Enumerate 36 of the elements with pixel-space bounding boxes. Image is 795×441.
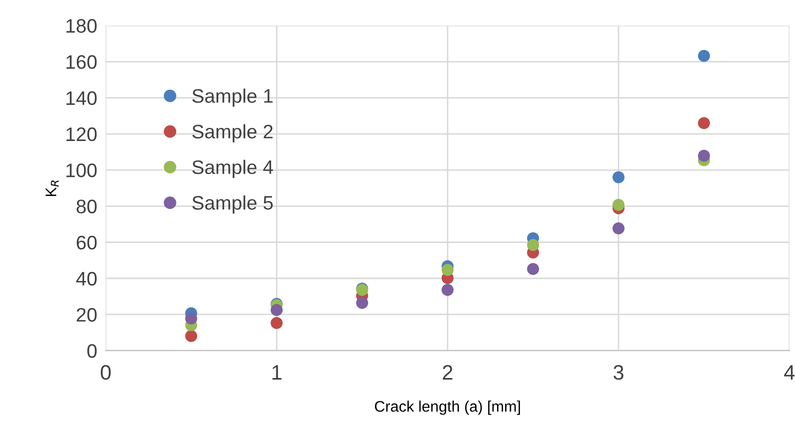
x-tick-label: 3: [614, 365, 624, 380]
point: [185, 330, 198, 342]
point: [185, 312, 198, 324]
point: [698, 50, 710, 62]
point: [698, 117, 710, 130]
y-tick-label: 80: [76, 200, 97, 214]
point: [356, 296, 368, 309]
x-axis-title: Crack length (a) [mm]: [374, 400, 520, 415]
x-tick-label: 2: [442, 365, 452, 380]
y-tick-label: 140: [66, 91, 97, 106]
y-axis-title: K$_{R}$: [46, 180, 59, 196]
y-tick-label: 0: [87, 344, 97, 358]
legend-label: Sample 5: [192, 195, 273, 214]
y-tick-label: 120: [66, 127, 97, 142]
y-tick-label: 40: [76, 272, 97, 286]
point: [612, 171, 625, 184]
point: [527, 262, 540, 275]
y-tick-label: 20: [76, 308, 97, 322]
x-tick-label: 4: [784, 365, 795, 380]
point: [270, 304, 283, 316]
y-tick-label: 180: [66, 19, 97, 33]
x-tick-label: 0: [100, 365, 111, 380]
legend-label: Sample 4: [192, 160, 273, 178]
point: [612, 222, 625, 234]
point: [442, 264, 454, 276]
point: [698, 150, 710, 162]
legend-label: Sample 2: [192, 124, 273, 142]
y-tick-label: 160: [66, 55, 97, 69]
point: [612, 198, 625, 211]
point: [527, 238, 540, 251]
legend-label: Sample 1: [192, 88, 273, 107]
y-tick-label: 60: [76, 236, 97, 250]
x-tick-label: 1: [272, 365, 282, 380]
point: [270, 316, 283, 329]
point: [442, 284, 454, 296]
y-tick-label: 100: [66, 164, 97, 178]
